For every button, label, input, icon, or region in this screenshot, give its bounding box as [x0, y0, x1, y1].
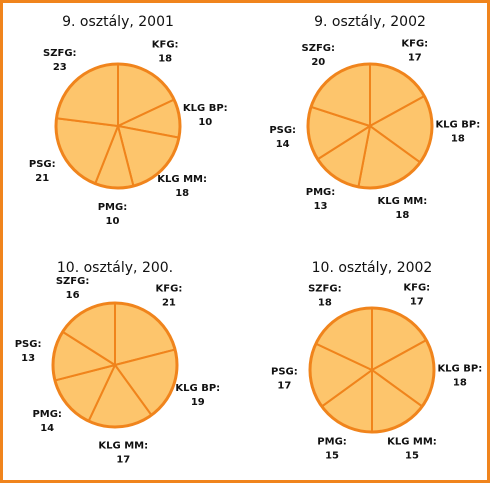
slice-label: KLG MM:	[387, 436, 437, 447]
slice-label: KLG MM:	[378, 196, 428, 207]
pie-outline	[306, 62, 434, 190]
slice-value: 17	[116, 455, 130, 466]
slice-value: 13	[314, 201, 328, 212]
slice-label: PSG:	[271, 366, 298, 377]
slice-label: PMG:	[317, 436, 347, 447]
slice-value: 19	[191, 397, 205, 408]
slice-label: SZFG:	[302, 43, 336, 54]
slice-label: KLG MM:	[157, 174, 207, 185]
slice-value: 16	[66, 290, 80, 301]
slice-label: KFG:	[403, 282, 430, 293]
slice-label: PMG:	[32, 409, 62, 420]
slice-value: 10	[198, 117, 212, 128]
slice-value: 10	[106, 216, 120, 227]
slice-label: SZFG:	[308, 284, 342, 295]
pie-outline	[51, 301, 179, 429]
slice-label: KLG BP:	[437, 364, 482, 375]
slice-value: 18	[175, 188, 189, 199]
slice-label: KLG MM:	[98, 441, 148, 452]
slice-label: SZFG:	[43, 48, 77, 59]
slice-label: KLG BP:	[435, 120, 480, 131]
slice-value: 15	[405, 450, 419, 461]
slice-value: 23	[53, 62, 67, 73]
slice-value: 20	[311, 57, 325, 68]
slice-value: 15	[325, 450, 339, 461]
slice-value: 17	[410, 296, 424, 307]
slice-value: 18	[395, 210, 409, 221]
slice-value: 21	[162, 297, 176, 308]
slice-value: 18	[453, 378, 467, 389]
slice-label: PSG:	[15, 339, 42, 350]
chart-title: 9. osztály, 2001	[62, 14, 174, 30]
slice-value: 13	[21, 353, 35, 364]
slice-value: 17	[277, 380, 291, 391]
slice-label: KFG:	[152, 40, 179, 51]
slice-label: PSG:	[269, 125, 296, 136]
slice-value: 14	[40, 423, 54, 434]
slice-label: PSG:	[29, 159, 56, 170]
pie-outline	[308, 306, 436, 434]
slice-value: 14	[276, 139, 290, 150]
chart-title: 10. osztály, 2002	[312, 260, 433, 276]
slice-value: 17	[408, 52, 422, 63]
slice-label: KFG:	[401, 38, 428, 49]
slice-value: 18	[451, 134, 465, 145]
slice-label: PMG:	[306, 187, 336, 198]
slice-label: KFG:	[156, 283, 183, 294]
slice-label: SZFG:	[56, 276, 90, 287]
chart-title: 9. osztály, 2002	[314, 14, 426, 30]
slice-value: 18	[318, 298, 332, 309]
pie-outline	[54, 62, 182, 190]
slice-value: 21	[35, 173, 49, 184]
slice-label: KLG BP:	[183, 103, 228, 114]
slice-label: PMG:	[98, 202, 128, 213]
slice-value: 18	[158, 54, 172, 65]
slice-label: KLG BP:	[175, 383, 220, 394]
chart-title: 10. osztály, 200.	[57, 260, 173, 276]
